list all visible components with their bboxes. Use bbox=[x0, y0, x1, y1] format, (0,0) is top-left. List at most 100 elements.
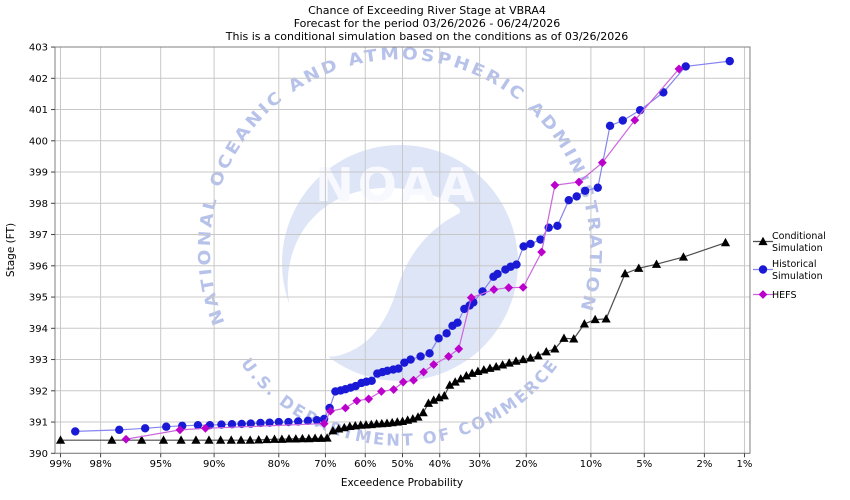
data-point bbox=[533, 351, 543, 360]
y-tick-label: 391 bbox=[29, 418, 48, 429]
data-point bbox=[226, 435, 236, 444]
data-point bbox=[304, 433, 314, 443]
series-historical bbox=[71, 56, 734, 436]
y-tick-label: 403 bbox=[29, 43, 48, 54]
data-point bbox=[597, 158, 607, 168]
data-point bbox=[322, 433, 332, 442]
data-point bbox=[518, 354, 528, 364]
data-point bbox=[419, 367, 428, 377]
tick-labels: 99% 98% 95% 90% 80% 70% 60% 50% 40% 30% 20% 10% 5% 2%… bbox=[29, 43, 753, 470]
y-tick-label: 392 bbox=[29, 386, 48, 397]
x-tick-label: 50% bbox=[391, 459, 413, 470]
data-point bbox=[564, 195, 573, 205]
x-tick-label: 20% bbox=[515, 459, 537, 470]
data-point bbox=[541, 346, 551, 356]
data-point bbox=[398, 377, 408, 387]
data-point bbox=[511, 356, 521, 365]
x-tick-label: 99% bbox=[49, 459, 71, 470]
data-point bbox=[758, 265, 768, 274]
data-point bbox=[193, 420, 203, 430]
data-point bbox=[175, 425, 185, 435]
legend-label: HEFS bbox=[772, 290, 796, 301]
data-point bbox=[394, 364, 403, 373]
series-hefs bbox=[121, 64, 684, 444]
legend-label: Simulation bbox=[772, 243, 823, 254]
data-point bbox=[256, 418, 265, 428]
data-point bbox=[269, 434, 280, 443]
data-point bbox=[478, 287, 487, 296]
data-point bbox=[277, 434, 287, 443]
data-point bbox=[121, 434, 131, 444]
data-point bbox=[559, 333, 569, 342]
data-point bbox=[605, 121, 615, 130]
data-point bbox=[580, 186, 590, 195]
data-point bbox=[593, 183, 602, 192]
x-axis-label: Exceedence Probability bbox=[341, 477, 463, 489]
y-tick-label: 398 bbox=[29, 199, 48, 210]
data-point bbox=[201, 423, 210, 433]
data-point bbox=[416, 352, 425, 361]
data-point bbox=[418, 407, 428, 417]
data-point bbox=[758, 290, 768, 299]
data-point bbox=[107, 435, 117, 444]
data-point bbox=[423, 398, 434, 407]
data-point bbox=[720, 237, 731, 247]
chart-title-line2: Forecast for the period 03/26/2026 - 06/… bbox=[294, 17, 561, 30]
data-point bbox=[493, 269, 502, 279]
y-tick-label: 393 bbox=[29, 355, 48, 366]
legend-label: Simulation bbox=[772, 271, 823, 282]
data-point bbox=[456, 374, 466, 383]
data-point bbox=[284, 417, 293, 427]
y-tick-label: 396 bbox=[29, 261, 48, 272]
data-point bbox=[512, 260, 521, 269]
x-tick-label: 2% bbox=[696, 459, 712, 470]
data-point bbox=[297, 433, 308, 443]
x-tick-label: 5% bbox=[636, 459, 652, 470]
data-point bbox=[429, 395, 439, 404]
data-point bbox=[367, 376, 376, 385]
data-point bbox=[550, 344, 560, 353]
data-point bbox=[158, 435, 169, 444]
data-series bbox=[55, 56, 734, 444]
x-tick-label: 30% bbox=[468, 459, 490, 470]
x-tick-label: 80% bbox=[268, 459, 290, 470]
y-tick-label: 397 bbox=[29, 230, 48, 241]
data-point bbox=[659, 88, 668, 97]
data-point bbox=[294, 417, 303, 426]
x-tick-label: 70% bbox=[314, 459, 336, 470]
y-tick-label: 399 bbox=[29, 168, 48, 179]
data-point bbox=[526, 239, 535, 249]
data-point bbox=[454, 344, 464, 354]
data-point bbox=[227, 420, 237, 429]
x-tick-label: 60% bbox=[354, 459, 376, 470]
data-point bbox=[191, 435, 201, 444]
data-point bbox=[341, 403, 350, 413]
data-point bbox=[409, 375, 418, 385]
data-point bbox=[466, 293, 476, 303]
data-point bbox=[319, 419, 329, 429]
data-point bbox=[217, 420, 226, 429]
data-point bbox=[758, 236, 768, 246]
data-point bbox=[319, 414, 329, 424]
data-point bbox=[291, 434, 301, 443]
data-point bbox=[525, 353, 536, 362]
data-point bbox=[572, 192, 581, 201]
data-point bbox=[550, 180, 560, 190]
data-point bbox=[537, 247, 547, 257]
legend-label: Historical bbox=[772, 259, 817, 270]
data-point bbox=[681, 62, 690, 71]
y-tick-label: 394 bbox=[29, 324, 48, 335]
noaa-wordmark: NOAA bbox=[315, 158, 479, 212]
series-conditional bbox=[55, 237, 731, 444]
y-tick-label: 390 bbox=[29, 449, 48, 460]
data-point bbox=[489, 285, 499, 294]
y-tick-label: 400 bbox=[29, 136, 48, 147]
data-point bbox=[651, 259, 662, 268]
data-point bbox=[326, 406, 335, 416]
data-point bbox=[364, 394, 374, 404]
x-tick-label: 40% bbox=[429, 459, 451, 470]
chart-title-line1: Chance of Exceeding River Stage at VBRA4 bbox=[308, 4, 546, 17]
data-point bbox=[316, 433, 326, 442]
